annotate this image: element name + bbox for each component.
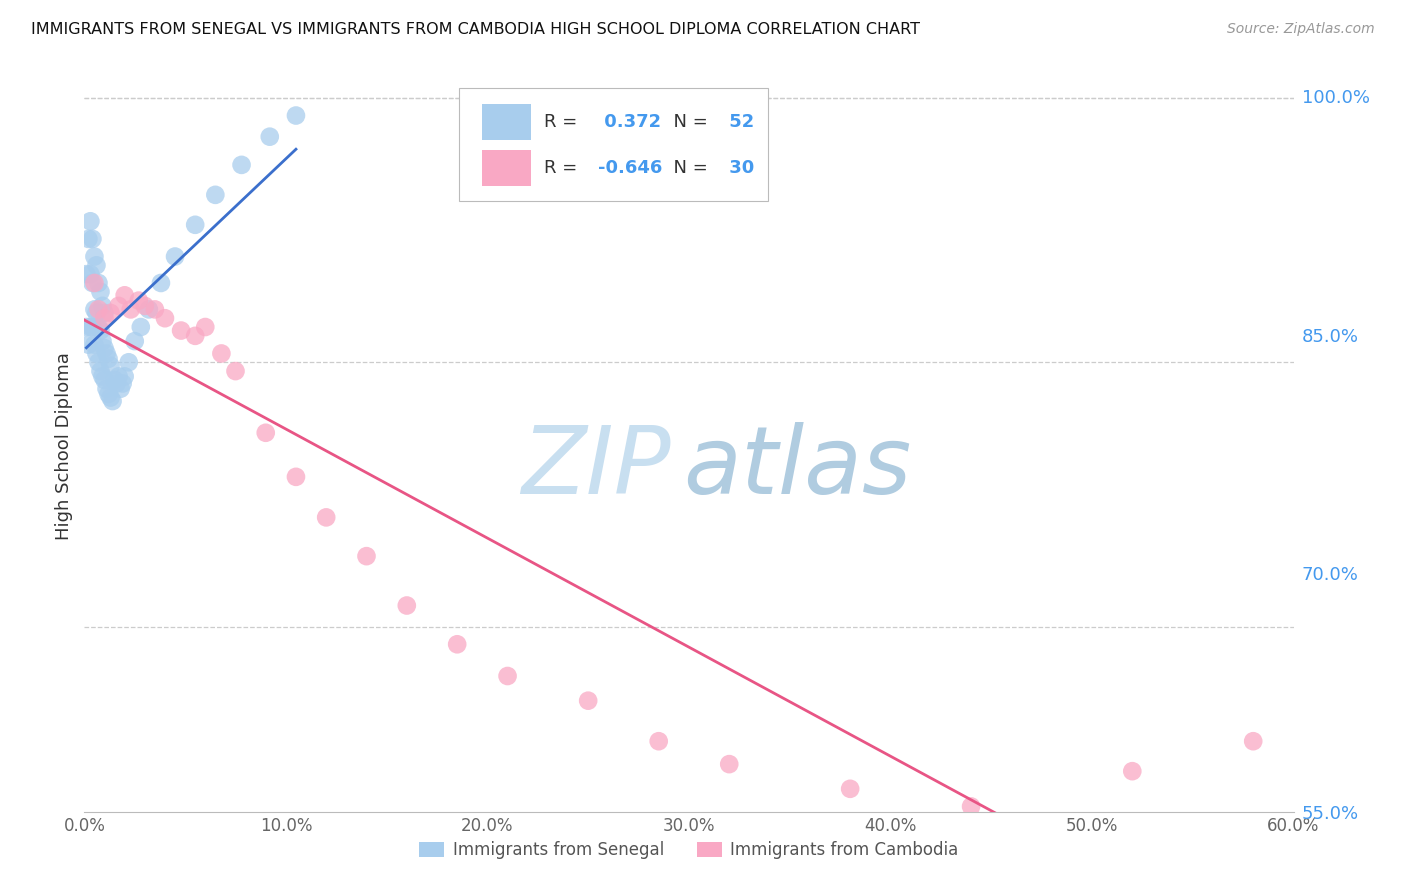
Point bbox=[315, 510, 337, 524]
Point bbox=[446, 637, 468, 651]
Point bbox=[231, 158, 253, 172]
Point bbox=[1121, 764, 1143, 779]
Point bbox=[100, 359, 122, 373]
Point bbox=[184, 218, 207, 232]
Point bbox=[89, 324, 111, 338]
FancyBboxPatch shape bbox=[460, 87, 768, 201]
Point bbox=[87, 302, 110, 317]
Point bbox=[93, 373, 115, 387]
Point bbox=[124, 334, 146, 348]
Point bbox=[259, 129, 281, 144]
Point bbox=[97, 387, 120, 401]
Text: ZIP: ZIP bbox=[522, 423, 671, 514]
Text: Source: ZipAtlas.com: Source: ZipAtlas.com bbox=[1227, 22, 1375, 37]
Point bbox=[285, 109, 308, 123]
Point bbox=[254, 425, 277, 440]
Point bbox=[143, 302, 166, 317]
Point bbox=[648, 734, 671, 748]
Point bbox=[576, 694, 599, 708]
Point bbox=[83, 276, 105, 290]
Text: 52: 52 bbox=[723, 113, 754, 131]
Point bbox=[96, 382, 118, 396]
Point bbox=[165, 250, 187, 264]
Point bbox=[91, 299, 114, 313]
Point bbox=[79, 267, 101, 281]
Point bbox=[86, 346, 108, 360]
Point bbox=[86, 306, 108, 320]
Point bbox=[101, 394, 124, 409]
Text: 0.372: 0.372 bbox=[599, 113, 661, 131]
Point bbox=[107, 299, 129, 313]
Point bbox=[91, 369, 114, 384]
Point bbox=[839, 781, 862, 796]
Point bbox=[97, 351, 120, 366]
Point bbox=[91, 334, 114, 348]
Point bbox=[138, 302, 160, 317]
Point bbox=[77, 232, 100, 246]
Text: N =: N = bbox=[662, 159, 709, 177]
Point bbox=[114, 369, 136, 384]
Point bbox=[118, 355, 141, 369]
Point bbox=[96, 346, 118, 360]
Point bbox=[153, 311, 176, 326]
Point bbox=[149, 276, 172, 290]
FancyBboxPatch shape bbox=[482, 103, 530, 140]
Point bbox=[170, 324, 193, 338]
Point bbox=[129, 320, 152, 334]
Point bbox=[75, 267, 97, 281]
Point bbox=[134, 299, 156, 313]
Point bbox=[79, 320, 101, 334]
Point bbox=[93, 341, 115, 355]
Point bbox=[79, 214, 101, 228]
Point bbox=[128, 293, 150, 308]
Y-axis label: High School Diploma: High School Diploma bbox=[55, 352, 73, 540]
Point bbox=[100, 391, 122, 405]
Point bbox=[356, 549, 378, 563]
Point bbox=[960, 799, 983, 814]
Point bbox=[87, 320, 110, 334]
Point bbox=[114, 288, 136, 302]
Legend: Immigrants from Senegal, Immigrants from Cambodia: Immigrants from Senegal, Immigrants from… bbox=[412, 834, 966, 865]
Point bbox=[89, 285, 111, 299]
Point bbox=[225, 364, 247, 378]
Point bbox=[82, 320, 104, 334]
Point bbox=[82, 276, 104, 290]
Point bbox=[184, 329, 207, 343]
Point bbox=[111, 376, 134, 391]
Point bbox=[93, 306, 115, 320]
Point bbox=[110, 382, 132, 396]
Point bbox=[718, 757, 741, 772]
Point bbox=[82, 232, 104, 246]
Text: 30: 30 bbox=[723, 159, 754, 177]
Text: R =: R = bbox=[544, 159, 576, 177]
Point bbox=[1241, 734, 1264, 748]
Text: IMMIGRANTS FROM SENEGAL VS IMMIGRANTS FROM CAMBODIA HIGH SCHOOL DIPLOMA CORRELAT: IMMIGRANTS FROM SENEGAL VS IMMIGRANTS FR… bbox=[31, 22, 920, 37]
Text: R =: R = bbox=[544, 113, 576, 131]
Point bbox=[75, 320, 97, 334]
FancyBboxPatch shape bbox=[482, 150, 530, 186]
Point bbox=[93, 311, 115, 326]
Text: -0.646: -0.646 bbox=[599, 159, 662, 177]
Point bbox=[77, 337, 100, 351]
Point bbox=[285, 470, 308, 484]
Point bbox=[209, 346, 232, 360]
Point bbox=[204, 187, 226, 202]
Point bbox=[100, 306, 122, 320]
Point bbox=[87, 276, 110, 290]
Point bbox=[89, 364, 111, 378]
Point bbox=[496, 669, 519, 683]
Point bbox=[83, 250, 105, 264]
Point bbox=[104, 373, 127, 387]
Point bbox=[120, 302, 142, 317]
Point bbox=[395, 599, 418, 613]
Point bbox=[83, 337, 105, 351]
Point bbox=[86, 258, 108, 272]
Point bbox=[194, 320, 217, 334]
Point bbox=[87, 355, 110, 369]
Point bbox=[107, 369, 129, 384]
Point bbox=[105, 376, 128, 391]
Text: N =: N = bbox=[662, 113, 709, 131]
Text: atlas: atlas bbox=[683, 423, 911, 514]
Point bbox=[83, 302, 105, 317]
